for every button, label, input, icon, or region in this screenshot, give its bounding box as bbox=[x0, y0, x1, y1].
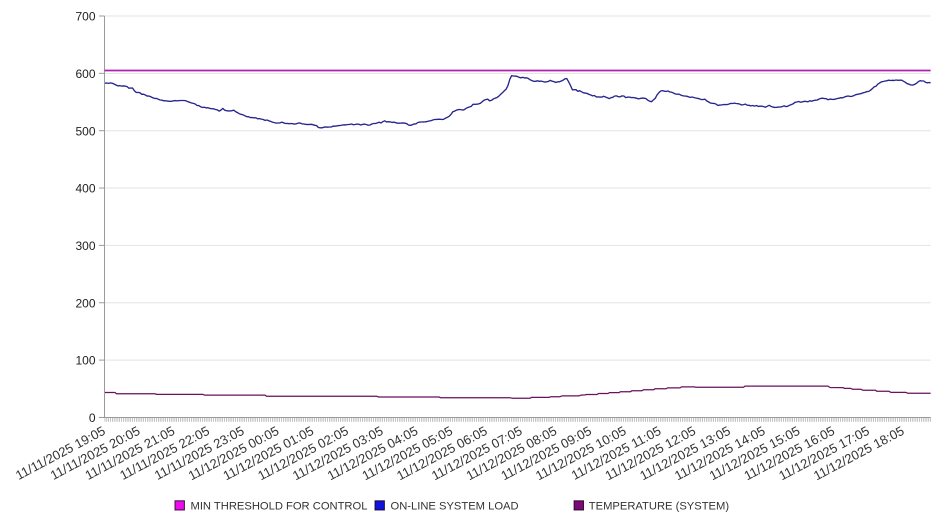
svg-text:700: 700 bbox=[75, 10, 95, 24]
svg-text:MIN THRESHOLD FOR CONTROL: MIN THRESHOLD FOR CONTROL bbox=[191, 500, 368, 512]
svg-text:300: 300 bbox=[75, 239, 95, 253]
svg-text:200: 200 bbox=[75, 296, 95, 310]
svg-text:0: 0 bbox=[89, 411, 96, 425]
svg-text:600: 600 bbox=[75, 67, 95, 81]
svg-text:500: 500 bbox=[75, 124, 95, 138]
svg-text:100: 100 bbox=[75, 354, 95, 368]
svg-text:400: 400 bbox=[75, 182, 95, 196]
svg-text:ON-LINE SYSTEM LOAD: ON-LINE SYSTEM LOAD bbox=[391, 500, 519, 512]
svg-text:TEMPERATURE (SYSTEM): TEMPERATURE (SYSTEM) bbox=[589, 500, 730, 512]
